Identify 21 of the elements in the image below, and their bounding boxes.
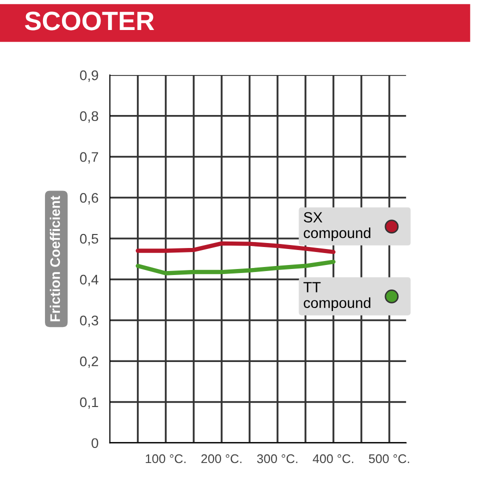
x-tick-label: 300 °C. [257, 454, 298, 464]
y-tick-label: 0,9 [80, 70, 98, 82]
x-tick-label: 400 °C. [312, 454, 354, 464]
y-tick-label: 0,6 [80, 192, 98, 204]
y-tick-label: 0,1 [80, 397, 98, 409]
y-tick-label: 0,5 [80, 234, 98, 246]
legend-label: SX compound [304, 212, 370, 242]
y-tick-label: 0,8 [80, 111, 98, 123]
x-tick-label: 100 °C. [146, 454, 186, 464]
x-tick-label: 200 °C. [201, 454, 242, 464]
y-axis-title: Friction Coefficient [50, 196, 60, 322]
y-tick-label: 0,3 [80, 316, 98, 328]
y-tick-label: 0,7 [80, 152, 98, 164]
y-tick-label: 0 [92, 438, 98, 448]
line-series [136, 260, 336, 276]
legend-label: TT compound [303, 282, 370, 311]
y-tick-label: 0,2 [80, 356, 98, 368]
chart-title: SCOOTER [24, 12, 154, 30]
x-tick-label: 500 °C. [368, 454, 410, 464]
line-series [136, 241, 336, 254]
y-tick-label: 0,4 [80, 274, 98, 286]
